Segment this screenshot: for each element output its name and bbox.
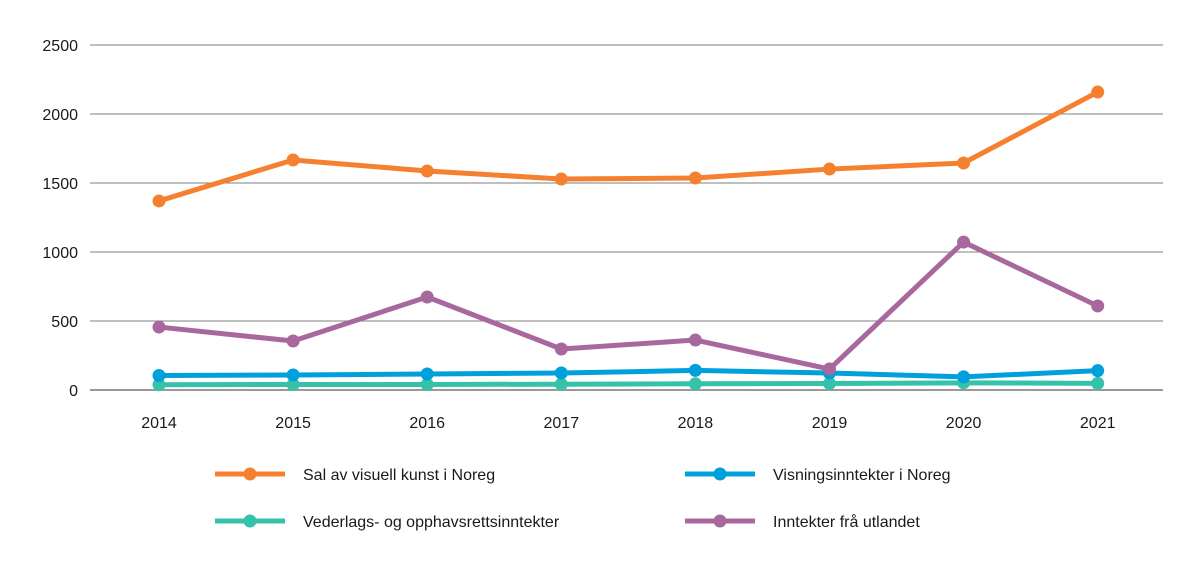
legend-label: Visningsinntekter i Noreg [773,467,951,484]
data-point [688,363,702,377]
x-tick-label: 2019 [812,415,848,432]
legend-marker [713,514,727,528]
y-tick-label: 2500 [42,38,78,55]
data-point [823,162,836,176]
x-tick-label: 2015 [275,415,311,432]
data-point [286,368,300,382]
y-tick-label: 1500 [42,176,78,193]
x-tick-label: 2020 [946,415,982,432]
data-point [957,370,971,384]
y-tick-label: 500 [51,314,78,331]
data-point [688,171,702,185]
data-point [823,377,836,391]
data-point [286,377,300,391]
y-tick-label: 1000 [42,245,78,262]
data-point [554,377,568,391]
series-line [158,89,1099,204]
data-point [1091,299,1105,313]
data-point [286,153,300,167]
series-line [158,380,1098,388]
data-point [554,172,568,186]
y-tick-label: 2000 [42,107,78,124]
legend-label: Sal av visuell kunst i Noreg [303,467,495,484]
data-point [420,164,434,178]
x-tick-label: 2014 [141,415,177,432]
data-point [1091,364,1105,378]
x-tick-label: 2017 [544,415,580,432]
data-point [152,369,166,383]
data-point [420,377,434,391]
data-point [286,334,300,348]
x-tick-label: 2018 [678,415,714,432]
x-tick-label: 2016 [409,415,445,432]
data-point [152,194,166,208]
legend-marker [713,467,727,481]
data-point [554,342,568,356]
legend-marker [243,514,257,528]
data-point [152,320,166,334]
data-point [688,333,702,347]
data-point [554,366,568,380]
data-point [957,156,971,170]
series-line [158,239,1099,372]
data-point [823,362,836,376]
data-point [957,235,971,249]
data-point [1091,85,1105,99]
legend-label: Vederlags- og opphavsrettsinntekter [303,514,560,531]
data-point [1091,376,1105,390]
data-point [420,367,434,381]
y-tick-label: 0 [69,383,78,400]
x-tick-label: 2021 [1080,415,1116,432]
data-point [420,290,434,304]
series-line [158,367,1098,380]
data-point [152,378,166,392]
data-point [688,377,702,391]
legend-label: Inntekter frå utlandet [773,513,920,531]
legend-marker [243,467,257,481]
